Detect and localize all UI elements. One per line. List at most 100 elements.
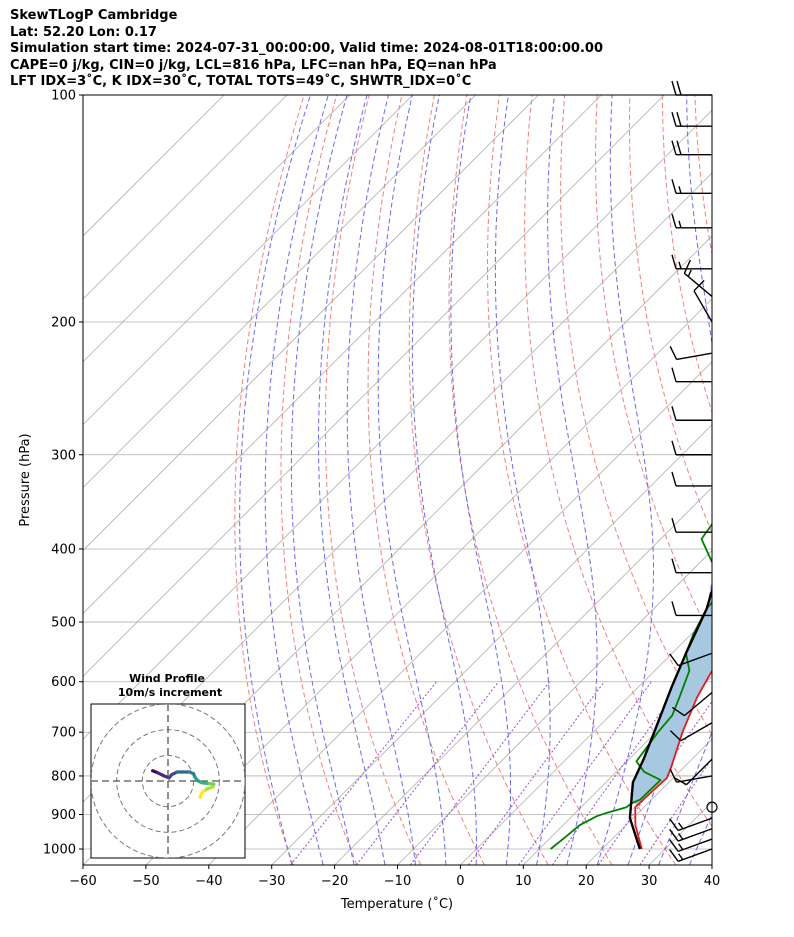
wind-barb [669,768,713,783]
moist-adiabat [720,95,794,865]
y-axis-ticks: 1000 900 800 700 600 500 400 300 200 100 [43,89,83,858]
moist-adiabat [290,95,355,865]
isotherm-line [83,95,539,552]
x-tick-label: −30 [258,874,285,889]
dewpoint-line [550,522,712,850]
wind-barb [671,213,712,229]
moist-adiabat [627,95,712,865]
wind-barb [671,601,712,617]
y-tick-label: 500 [51,616,76,631]
y-tick-label: 200 [51,315,76,330]
isotherm-line [711,864,712,865]
dry-adiabat [760,95,794,865]
wind-barb [671,80,712,96]
wind-barb [669,828,713,842]
x-tick-label: −40 [195,874,222,889]
dry-adiabat [280,95,358,865]
time-line: Simulation start time: 2024-07-31_00:00:… [10,41,603,56]
isotherm-line [271,424,712,865]
wind-barb [669,722,713,742]
moist-adiabat [494,95,551,865]
moist-adiabat [264,95,329,865]
dry-adiabat [448,95,613,865]
mixing-ratio-line [290,681,437,865]
dry-adiabat [728,95,794,865]
isotherm-line [83,95,602,614]
moist-adiabat [411,95,477,865]
dry-adiabat [661,95,712,414]
hodograph-plot [91,704,245,858]
location-line: Lat: 52.20 Lon: 0.17 [10,24,157,40]
mixing-ratio-line [551,681,684,865]
hodograph-inset: Wind Profile 10m/s increment [90,672,246,859]
wind-barb [671,140,712,156]
x-tick-label: 20 [578,874,595,889]
x-tick-label: −20 [321,874,348,889]
mixing-ratio-line [518,681,652,865]
moist-adiabat [450,95,511,865]
wind-barb [671,367,712,383]
moist-adiabat [547,95,598,865]
x-tick-label: 40 [704,874,721,889]
wind-barb [669,838,713,853]
moist-adiabat [239,95,311,865]
wind-barb [669,817,713,832]
y-tick-label: 600 [51,675,76,690]
x-tick-label: 0 [456,874,464,889]
moist-adiabat [377,95,447,865]
isotherm-line [83,95,413,426]
wind-barb [669,346,713,361]
wind-barb [671,517,712,533]
wind-barbs [669,80,718,862]
cape-area-layer [631,590,712,804]
x-tick-label: −60 [69,874,96,889]
isotherm-line [83,95,476,489]
background-lines [83,95,794,865]
wind-barb [671,471,712,487]
dry-adiabat [408,95,549,865]
dry-adiabat [694,95,712,257]
x-tick-label: −10 [384,874,411,889]
hodograph-segment [198,792,203,800]
moist-adiabat [318,95,386,865]
wind-barb [706,801,718,813]
x-tick-label: −50 [132,874,159,889]
profile-lines [550,522,712,850]
dry-adiabat [524,95,712,828]
dry-adiabat [560,95,712,736]
wind-barb [671,440,712,456]
mixing-ratio-line [597,700,712,865]
y-tick-label: 100 [51,89,76,104]
x-tick-label: 30 [641,874,658,889]
isotherm-line [83,95,225,237]
x-axis-ticks: −60 −50 −40 −30 −20 −10 0 10 20 30 40 [69,865,720,889]
dry-adiabat [486,95,677,865]
y-tick-label: 700 [51,726,76,741]
index-line: LFT IDX=3˚C, K IDX=30˚C, TOTAL TOTS=49˚C… [10,74,472,89]
isotherm-line [83,95,351,363]
mixing-ratio-line [409,681,550,865]
isotherm-line [460,612,712,865]
dry-adiabat [594,95,712,639]
isotherm-line [397,549,712,865]
y-tick-label: 1000 [43,843,76,858]
wind-barb [671,558,712,574]
wind-barb [669,652,713,667]
parcel-temperature-fill [631,590,712,804]
wind-barb [669,848,713,862]
moist-adiabat [658,730,712,865]
x-axis-label: Temperature (˚C) [340,896,453,912]
isotherm-line [83,95,665,677]
cape-line: CAPE=0 j/kg, CIN=0 j/kg, LCL=816 hPa, LF… [10,57,497,73]
x-tick-label: 10 [515,874,532,889]
wind-barb [671,112,712,127]
parcel-line [628,586,712,850]
wind-barb [683,259,713,297]
isotherm-line [208,361,712,865]
moist-adiabat [346,95,416,865]
wind-barb [673,758,713,786]
chart-title: SkewTLogP Cambridge [10,8,178,23]
dry-adiabat [324,95,422,865]
isotherm-line [334,487,712,865]
